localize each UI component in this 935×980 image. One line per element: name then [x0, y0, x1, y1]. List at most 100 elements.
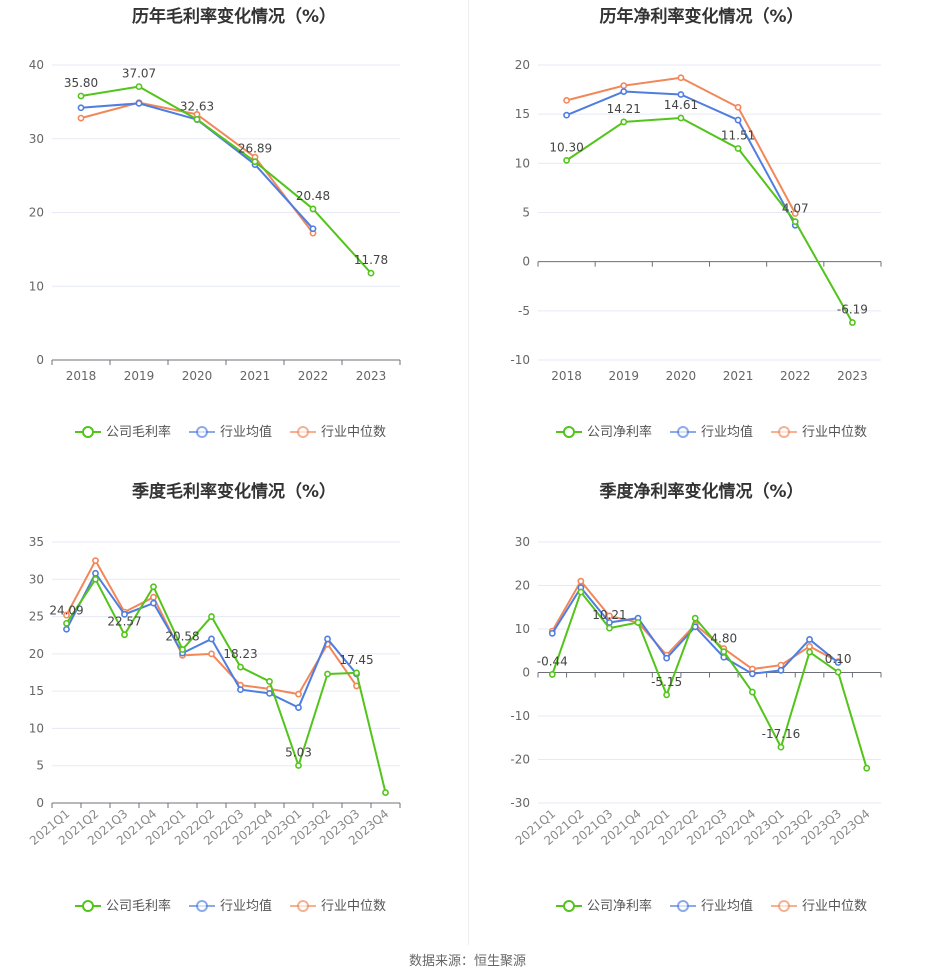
data-point[interactable]	[77, 104, 85, 112]
legend-item[interactable]: 行业中位数	[771, 425, 867, 440]
y-tick-label: -10	[510, 353, 530, 367]
data-point[interactable]	[150, 593, 157, 601]
data-point[interactable]	[663, 654, 671, 662]
data-point[interactable]	[135, 99, 143, 107]
data-point[interactable]	[720, 648, 728, 656]
data-point[interactable]	[548, 671, 556, 678]
data-point[interactable]	[193, 115, 201, 123]
data-point[interactable]	[367, 269, 375, 277]
data-point[interactable]	[309, 205, 317, 213]
data-point[interactable]	[577, 577, 585, 585]
data-point[interactable]	[577, 588, 585, 596]
data-point[interactable]	[806, 642, 813, 650]
data-label: 10.30	[549, 140, 583, 154]
data-point[interactable]	[620, 118, 628, 126]
data-point[interactable]	[777, 743, 785, 751]
data-point[interactable]	[135, 83, 143, 91]
legend-item[interactable]: 行业中位数	[290, 899, 386, 914]
data-point[interactable]	[563, 156, 570, 164]
data-point[interactable]	[63, 619, 70, 627]
data-point[interactable]	[806, 636, 813, 643]
data-point[interactable]	[777, 666, 785, 674]
data-point[interactable]	[121, 610, 128, 618]
data-point[interactable]	[791, 210, 799, 217]
y-tick-label: -20	[510, 753, 530, 767]
data-point[interactable]	[77, 92, 85, 100]
data-point[interactable]	[150, 583, 157, 591]
data-point[interactable]	[734, 103, 742, 111]
data-point[interactable]	[208, 613, 215, 620]
data-point[interactable]	[295, 762, 302, 769]
legend-marker-icon	[563, 426, 575, 438]
data-point[interactable]	[382, 789, 389, 796]
data-point[interactable]	[150, 599, 157, 607]
data-point[interactable]	[563, 97, 570, 104]
data-point[interactable]	[734, 145, 742, 152]
legend-label: 行业均值	[701, 424, 753, 440]
legend-item[interactable]: 行业均值	[670, 898, 753, 914]
data-point[interactable]	[266, 689, 273, 697]
data-point[interactable]	[295, 690, 302, 698]
x-tick-label: 2018	[66, 369, 97, 383]
data-point[interactable]	[179, 646, 186, 653]
series-line	[566, 117, 854, 324]
data-point[interactable]	[324, 670, 331, 678]
data-point[interactable]	[620, 82, 628, 90]
legend-marker-icon	[82, 900, 94, 912]
data-point[interactable]	[834, 668, 842, 676]
data-point[interactable]	[237, 686, 244, 694]
data-point[interactable]	[748, 670, 756, 678]
legend-item[interactable]: 行业中位数	[771, 899, 867, 914]
data-point[interactable]	[620, 88, 628, 95]
data-point[interactable]	[677, 91, 685, 98]
data-point[interactable]	[63, 625, 70, 633]
y-tick-label: 40	[29, 58, 44, 72]
legend-marker-icon	[82, 426, 94, 438]
legend-item[interactable]: 公司毛利率	[75, 898, 171, 914]
data-point[interactable]	[663, 691, 671, 699]
data-point[interactable]	[748, 688, 756, 696]
data-point[interactable]	[606, 612, 613, 620]
x-tick-label: 2022	[298, 369, 329, 383]
data-point[interactable]	[121, 631, 128, 639]
data-point[interactable]	[863, 764, 871, 772]
legend-item[interactable]: 公司毛利率	[75, 424, 171, 440]
data-point[interactable]	[791, 218, 799, 226]
legend-item[interactable]: 公司净利率	[556, 424, 652, 440]
data-point[interactable]	[634, 619, 642, 626]
legend-item[interactable]: 行业中位数	[290, 425, 386, 440]
data-point[interactable]	[691, 614, 699, 622]
data-point[interactable]	[677, 74, 685, 82]
data-point[interactable]	[266, 678, 273, 685]
panel-divider	[468, 0, 469, 945]
data-point[interactable]	[208, 650, 215, 658]
data-point[interactable]	[92, 575, 99, 583]
legend-item[interactable]: 行业均值	[189, 898, 272, 914]
data-point[interactable]	[237, 663, 244, 671]
legend-item[interactable]: 公司净利率	[556, 898, 652, 914]
legend-label: 行业均值	[701, 898, 753, 914]
data-point[interactable]	[734, 116, 742, 124]
data-point[interactable]	[677, 114, 685, 122]
data-point[interactable]	[63, 611, 70, 619]
data-point[interactable]	[806, 648, 813, 656]
data-point[interactable]	[324, 635, 331, 643]
data-point[interactable]	[92, 557, 99, 565]
data-point[interactable]	[353, 669, 360, 677]
data-point[interactable]	[92, 569, 99, 577]
y-tick-label: -10	[510, 709, 530, 723]
data-point[interactable]	[834, 659, 842, 666]
data-point[interactable]	[208, 635, 215, 643]
data-point[interactable]	[251, 158, 259, 166]
data-point[interactable]	[849, 319, 856, 326]
legend-item[interactable]: 行业均值	[189, 424, 272, 440]
data-point[interactable]	[295, 704, 302, 711]
x-tick-label: 2022	[780, 369, 811, 383]
legend-item[interactable]: 行业均值	[670, 424, 753, 440]
data-point[interactable]	[606, 624, 613, 632]
data-point[interactable]	[309, 225, 317, 233]
data-point[interactable]	[548, 629, 556, 637]
data-point[interactable]	[77, 114, 85, 122]
data-point[interactable]	[563, 111, 570, 119]
data-label: -0.44	[537, 654, 568, 668]
